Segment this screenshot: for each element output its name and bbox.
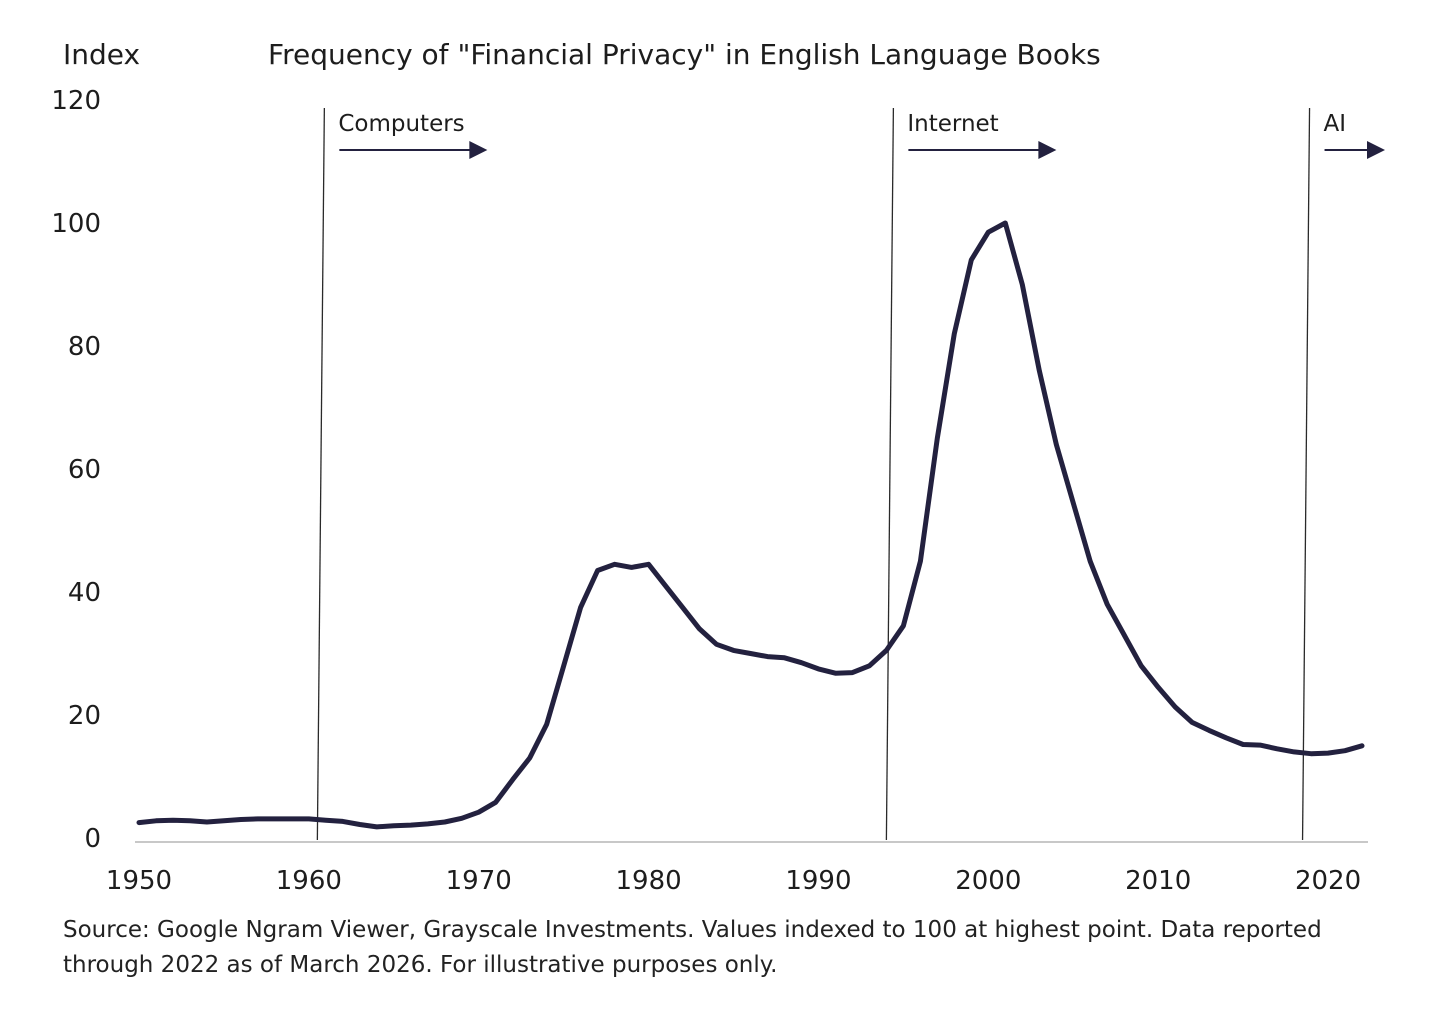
y-tick-label: 120: [51, 86, 101, 116]
y-tick-label: 40: [68, 578, 101, 608]
x-tick-label: 2000: [955, 866, 1021, 896]
y-tick-label: 60: [68, 455, 101, 485]
y-tick-label: 20: [68, 701, 101, 731]
era-arrow-head: [1038, 141, 1057, 159]
x-tick-label: 1990: [785, 866, 851, 896]
x-tick-label: 2010: [1125, 866, 1191, 896]
era-markers: Computers Internet AI: [316, 107, 1385, 841]
x-tick-label: 2020: [1295, 866, 1361, 896]
era-divider-line: [1301, 107, 1311, 841]
era-arrow-head: [469, 141, 488, 159]
x-tick-label: 1960: [276, 866, 342, 896]
chart-title: Frequency of "Financial Privacy" in Engl…: [268, 38, 1101, 71]
series-line: [136, 220, 1365, 830]
x-tick-label: 1950: [106, 866, 172, 896]
era-label: AI: [1324, 111, 1347, 137]
y-tick-label: 80: [68, 332, 101, 362]
x-tick-label: 1980: [615, 866, 681, 896]
era-divider-line: [885, 107, 895, 841]
era-label: Computers: [338, 111, 464, 137]
era-arrow-head: [1367, 141, 1385, 159]
x-tick-label: 1970: [446, 866, 512, 896]
y-tick-label: 0: [84, 824, 101, 854]
y-axis-label: Index: [63, 38, 140, 71]
x-axis-ticks: 1950 1960 1970 1980 1990 2000 2010 2020: [106, 866, 1361, 896]
y-tick-label: 100: [51, 209, 101, 239]
era-divider-line: [316, 107, 326, 841]
y-axis-ticks: 0 20 40 60 80 100 120: [51, 86, 101, 854]
era-label: Internet: [907, 111, 998, 137]
source-note: Source: Google Ngram Viewer, Grayscale I…: [63, 917, 1322, 978]
